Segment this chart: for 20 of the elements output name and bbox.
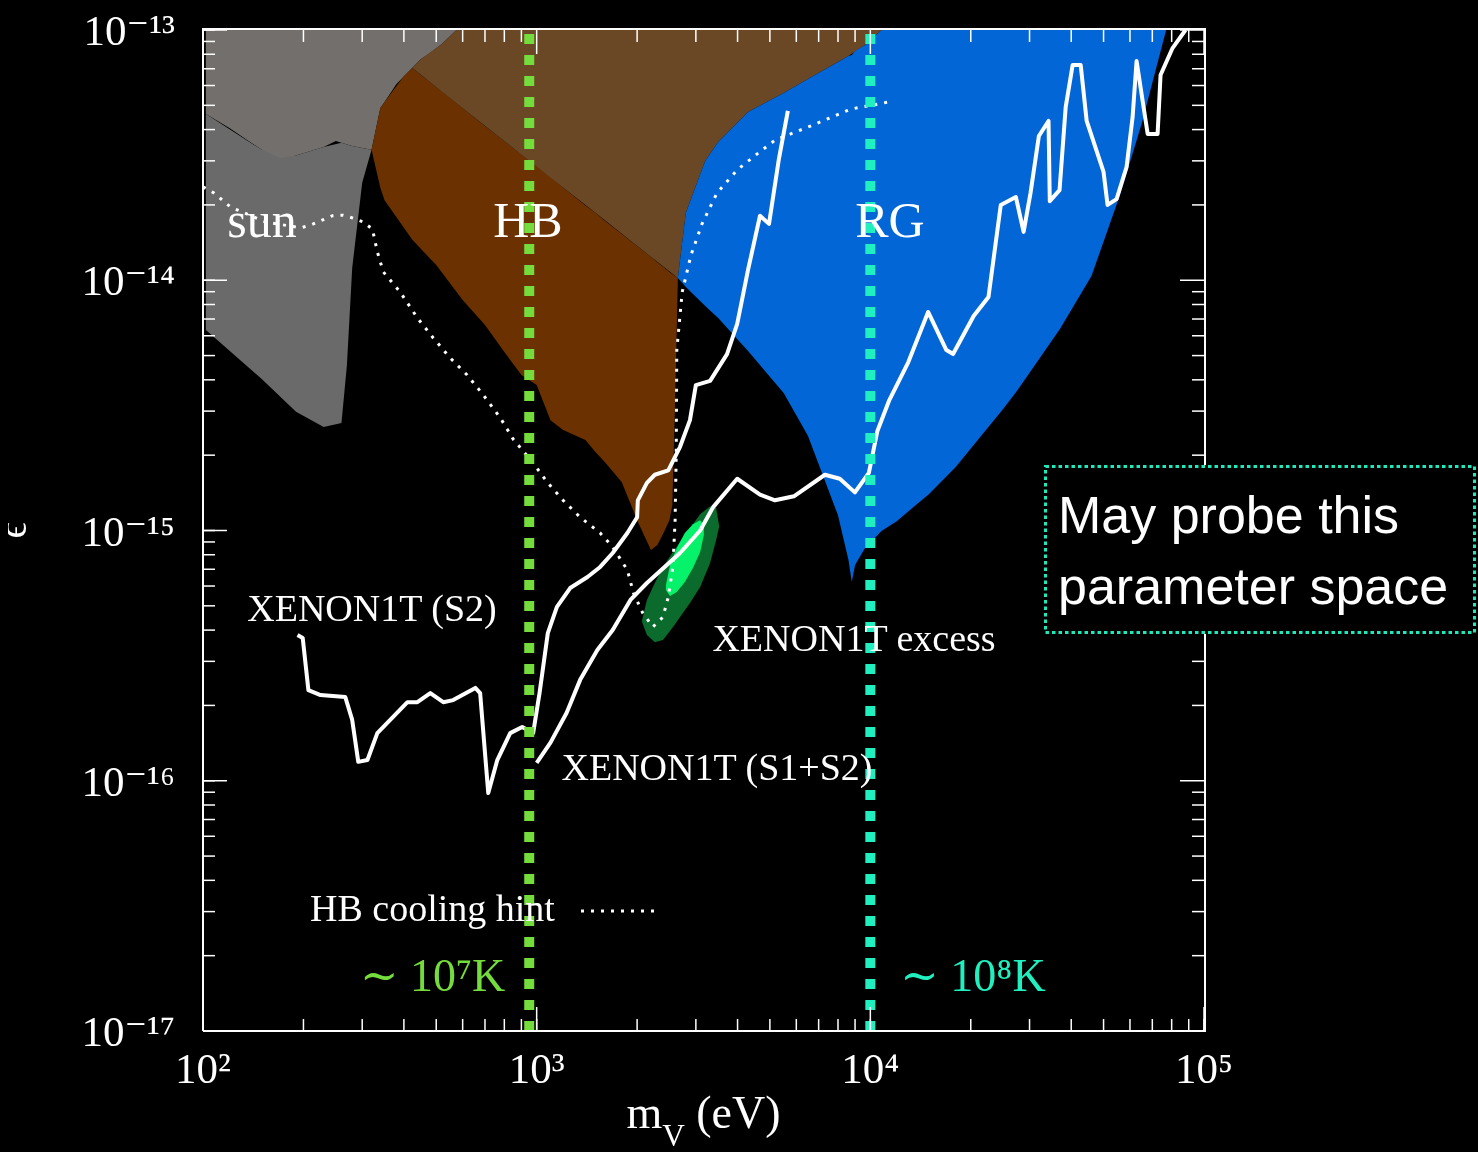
annotation: May probe this parameter space [1058,485,1450,617]
annotation: sun [227,192,297,248]
y-tick-label: 10⁻¹⁴ [81,257,175,305]
annotation: HB [493,192,563,248]
x-tick-label: 10² [175,1045,231,1092]
y-tick-label: 10⁻¹⁶ [81,757,175,805]
x-tick-label: 10⁵ [1175,1045,1233,1092]
y-tick-label: 10⁻¹⁷ [81,1008,175,1055]
x-axis-title: m$_{V}$ (eV) [626,1087,781,1152]
annotation: RG [855,192,925,248]
ref-line-label: ∼ 10⁷K [359,950,506,1001]
annotation: XENON1T excess [712,617,996,659]
legend-label: HB cooling hint [310,887,555,929]
x-tick-label: 10⁴ [841,1045,900,1092]
x-tick-label: 10³ [508,1045,565,1092]
ref-line-label: ∼ 10⁸K [900,950,1046,1001]
annotation: XENON1T (S1+S2) [561,746,873,789]
y-tick-label: 10⁻¹³ [83,7,176,54]
y-tick-label: 10⁻¹⁵ [81,507,175,555]
annotation: XENON1T (S2) [247,587,497,630]
